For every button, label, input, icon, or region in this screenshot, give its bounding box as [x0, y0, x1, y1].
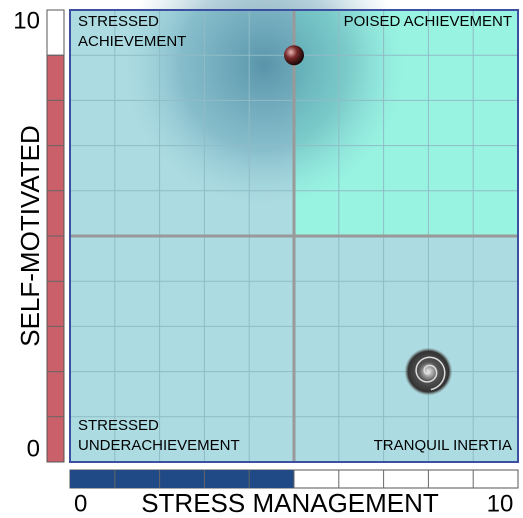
quadrant-label: ACHIEVEMENT — [78, 33, 186, 50]
y-axis-label: SELF-MOTIVATED — [15, 125, 45, 347]
spiral-marker — [404, 348, 452, 396]
x-tick-label: 0 — [74, 490, 87, 517]
y-gauge-bar — [47, 55, 64, 462]
quadrant-label: STRESSED — [78, 417, 159, 434]
quadrant-label: STRESSED — [78, 13, 159, 30]
y-tick-label: 10 — [13, 7, 40, 34]
x-axis-label: STRESS MANAGEMENT — [141, 488, 439, 518]
x-tick-label: 10 — [487, 490, 514, 517]
ball-marker — [284, 45, 304, 65]
quadrant-label: TRANQUIL INERTIA — [374, 437, 512, 454]
chart: STRESS MANAGEMENT SELF-MOTIVATED STRESSE… — [0, 0, 523, 518]
quadrant-label: POISED ACHIEVEMENT — [344, 13, 512, 30]
quadrant-label: UNDERACHIEVEMENT — [78, 437, 240, 454]
x-gauge-bar — [70, 470, 294, 488]
quadrant — [294, 236, 518, 462]
y-tick-label: 0 — [27, 435, 40, 462]
